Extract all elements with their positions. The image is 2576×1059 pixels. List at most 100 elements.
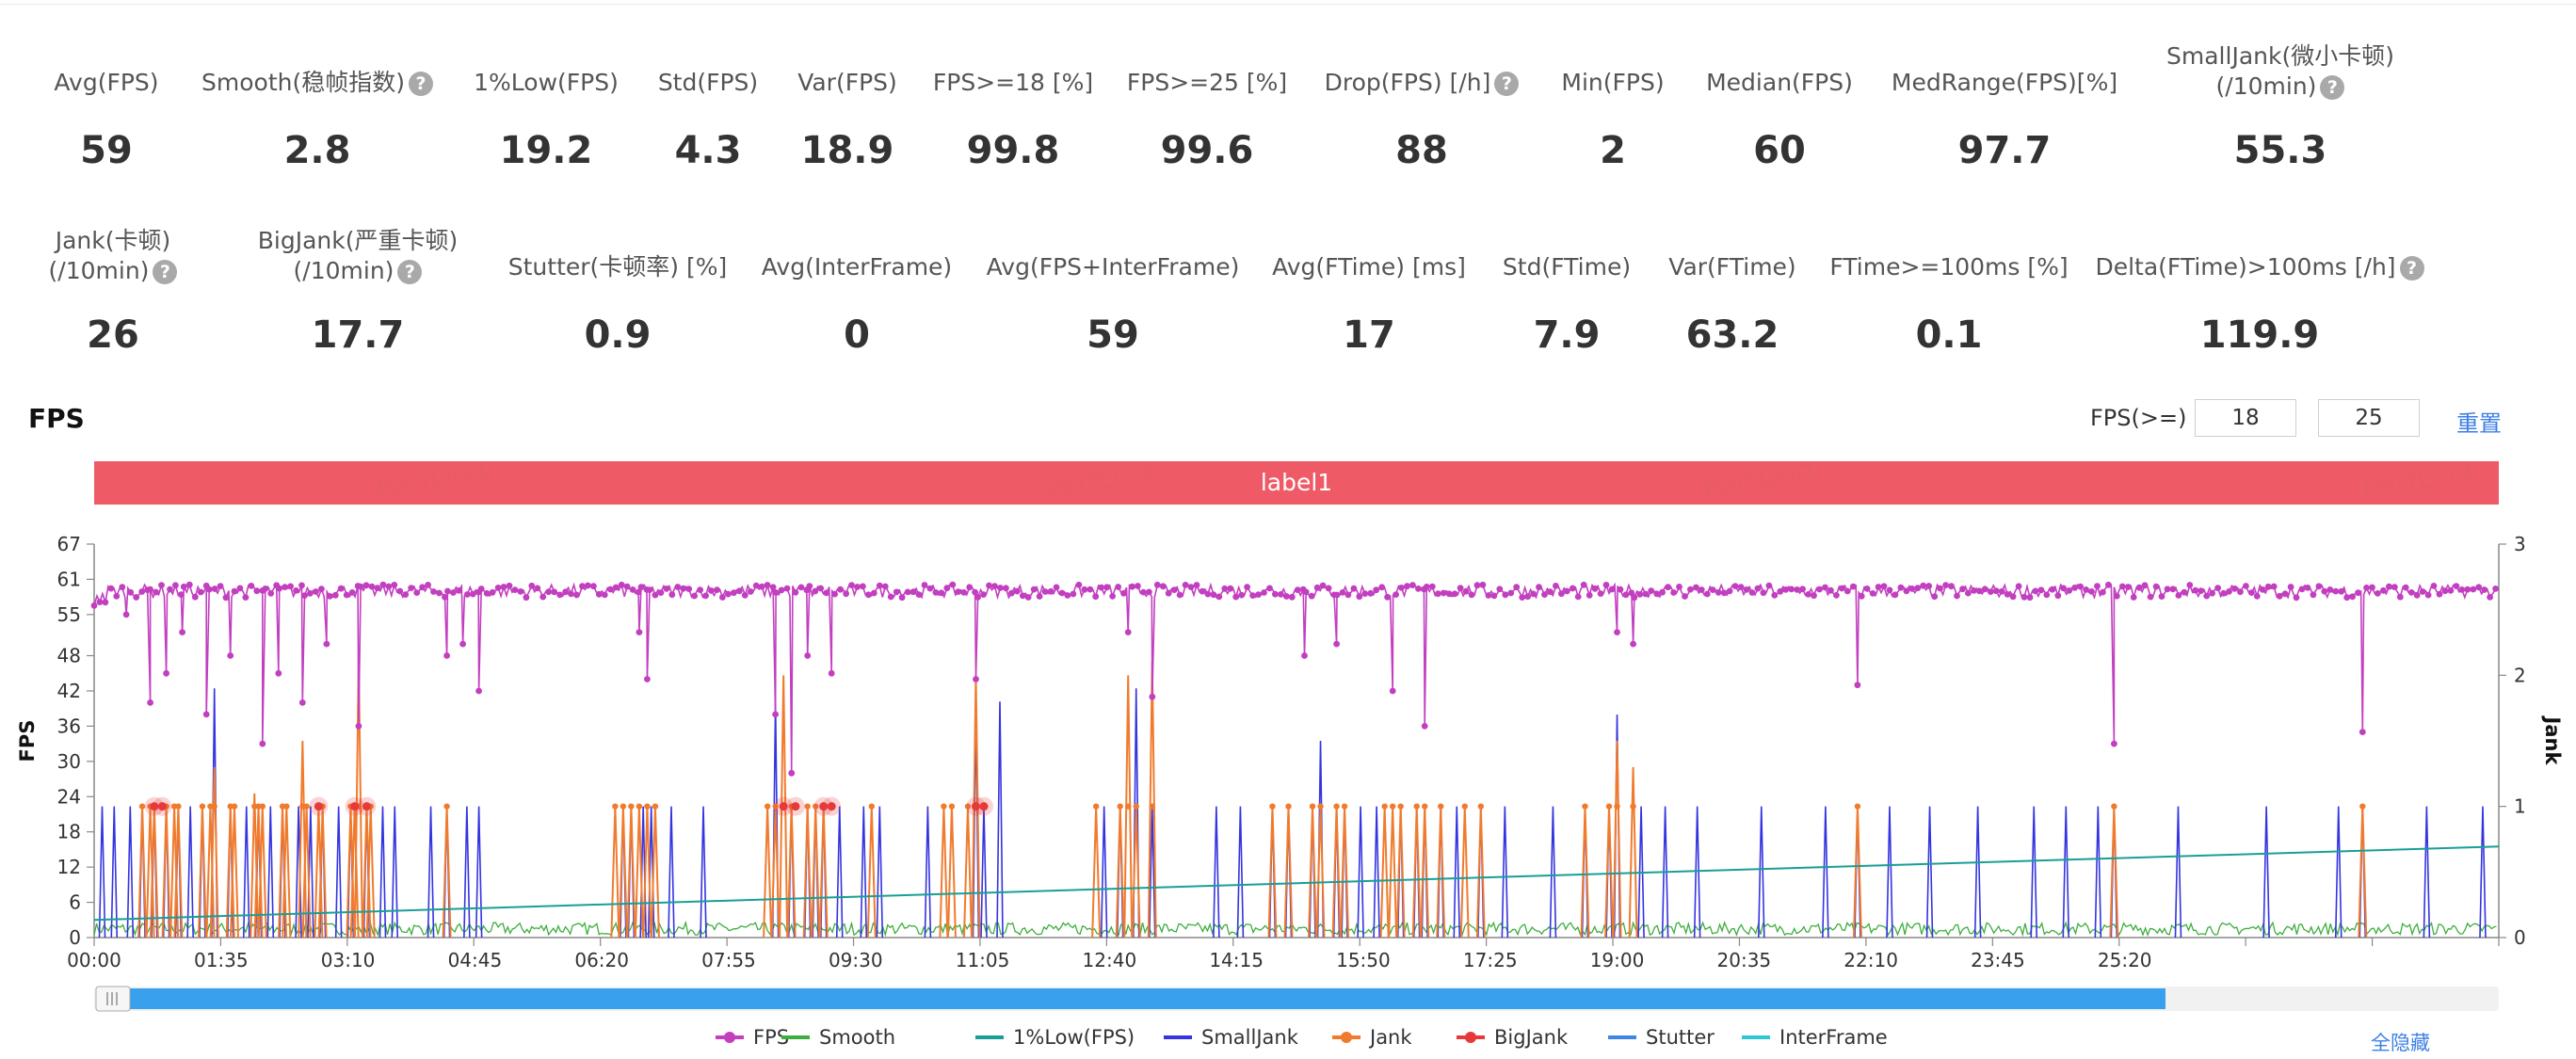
fps-point — [1653, 590, 1661, 598]
fps-threshold-input-1[interactable] — [2195, 399, 2296, 437]
fps-point — [719, 594, 726, 601]
fps-point — [1687, 586, 1694, 593]
series-1pct-low — [93, 845, 2500, 922]
fps-point — [788, 769, 796, 777]
metric-value: 99.8 — [966, 129, 1060, 172]
jank-point — [941, 803, 947, 810]
fps-point — [1120, 589, 1127, 597]
legend-item-smalljank[interactable]: SmallJank — [1164, 1026, 1298, 1049]
scroll-handle-left[interactable] — [95, 986, 131, 1012]
fps-point — [1238, 591, 1246, 599]
fps-point — [1462, 587, 1470, 595]
fps-point — [1473, 582, 1481, 589]
fps-point — [1266, 585, 1273, 592]
metric-label: MedRange(FPS)[%] — [1816, 68, 2193, 98]
fps-point — [1591, 585, 1599, 592]
metric-label-text: Std(FTime) — [1502, 253, 1632, 281]
fps-point — [2363, 585, 2370, 591]
help-icon[interactable]: ? — [1494, 72, 1520, 96]
metric-label-unit: (/10min)? — [0, 256, 301, 286]
fps-point — [2355, 589, 2362, 597]
fps-point — [685, 586, 693, 592]
fps-point — [374, 585, 381, 592]
fps-point — [1216, 593, 1223, 601]
fps-point — [385, 583, 393, 590]
y-tick-label: 18 — [57, 821, 81, 843]
fps-point — [1468, 591, 1475, 599]
metric-row2-2: Stutter(卡顿率) [%] 0.9 — [429, 252, 806, 357]
jank-point — [1125, 803, 1132, 810]
fps-point — [1998, 587, 2005, 595]
legend-item-interframe[interactable]: InterFrame — [1742, 1026, 1888, 1049]
fps-point — [817, 585, 825, 592]
help-icon[interactable]: ? — [153, 260, 178, 284]
jank-point — [259, 803, 266, 810]
fps-point — [1580, 581, 1587, 588]
fps-point — [2152, 583, 2160, 590]
fps-point — [657, 589, 665, 596]
fps-point — [287, 583, 294, 590]
fps-point — [2169, 586, 2177, 593]
help-icon[interactable]: ? — [2399, 256, 2424, 281]
scroll-thumb[interactable] — [104, 988, 2165, 1009]
fps-point — [1897, 584, 1905, 591]
metric-row2-8: FTime>=100ms [%] 0.1 — [1761, 252, 2137, 357]
jank-point — [764, 803, 771, 810]
metric-row1-8: Min(FPS) 2 — [1425, 68, 1801, 172]
fps-point — [1064, 592, 1071, 599]
fps-point — [2214, 585, 2222, 591]
hide-all-button[interactable]: 全隐藏 — [2371, 1032, 2430, 1054]
legend-item-bigjank[interactable]: BigJank — [1457, 1026, 1568, 1049]
fps-point — [1858, 592, 1865, 600]
fps-threshold-input-2[interactable] — [2318, 399, 2420, 437]
jank-spike — [1411, 806, 1422, 939]
fps-point — [1843, 587, 1851, 595]
fps-point — [1863, 586, 1871, 592]
legend-item-stutter[interactable]: Stutter — [1608, 1026, 1715, 1049]
fps-point — [323, 640, 330, 648]
help-icon[interactable]: ? — [408, 72, 433, 96]
help-icon[interactable]: ? — [2320, 75, 2345, 100]
smalljank-spike — [2423, 806, 2431, 939]
fps-chart[interactable]: label1PerfDogPerfDogPerfDogPerfDogPerfDo… — [0, 452, 2576, 1017]
fps-point — [172, 582, 179, 589]
fps-point — [2276, 592, 2283, 600]
fps-point — [326, 593, 333, 600]
fps-point — [138, 588, 146, 595]
fps-point — [357, 583, 364, 590]
fps-point — [202, 711, 210, 718]
fps-point — [1182, 582, 1189, 588]
fps-point — [1709, 586, 1716, 593]
fps-point — [674, 584, 682, 590]
fps-point — [2470, 586, 2477, 593]
metric-label: Min(FPS) — [1425, 68, 1801, 98]
metric-row2-9: Delta(FTime)>100ms [/h]? 119.9 — [2071, 252, 2448, 357]
legend-swatch-dot — [1465, 1032, 1476, 1043]
legend-item-smooth[interactable]: Smooth — [781, 1026, 895, 1049]
fps-point — [2453, 583, 2460, 589]
fps-point — [1333, 591, 1341, 599]
metric-label: FPS>=25 [%] — [1019, 68, 1395, 98]
fps-point — [1036, 593, 1043, 600]
fps-point — [205, 586, 213, 593]
metric-row2-1: BigJank(严重卡顿) (/10min)? 17.7 — [169, 226, 546, 357]
x-tick-label: 03:10 — [321, 949, 376, 971]
jank-point — [948, 803, 956, 810]
reset-button[interactable]: 重置 — [2456, 410, 2502, 437]
metric-label-unit: (/10min)? — [2092, 72, 2469, 102]
fps-point — [523, 594, 530, 602]
fps-point — [783, 585, 791, 592]
x-tick-label: 11:05 — [956, 949, 1010, 971]
fps-point — [259, 740, 266, 747]
fps-point — [2243, 583, 2249, 589]
legend-item-jank[interactable]: Jank — [1332, 1026, 1412, 1049]
help-icon[interactable]: ? — [397, 260, 423, 284]
smalljank-spike — [700, 806, 707, 939]
legend-item-fps[interactable]: FPS — [716, 1026, 789, 1049]
fps-point — [1135, 583, 1141, 589]
legend-swatch-line — [781, 1035, 810, 1039]
fps-point — [307, 590, 314, 597]
metric-row2-7: Var(FTime) 63.2 — [1544, 252, 1921, 357]
fps-point — [147, 586, 154, 593]
legend-item-1-low-fps-[interactable]: 1%Low(FPS) — [975, 1026, 1135, 1049]
